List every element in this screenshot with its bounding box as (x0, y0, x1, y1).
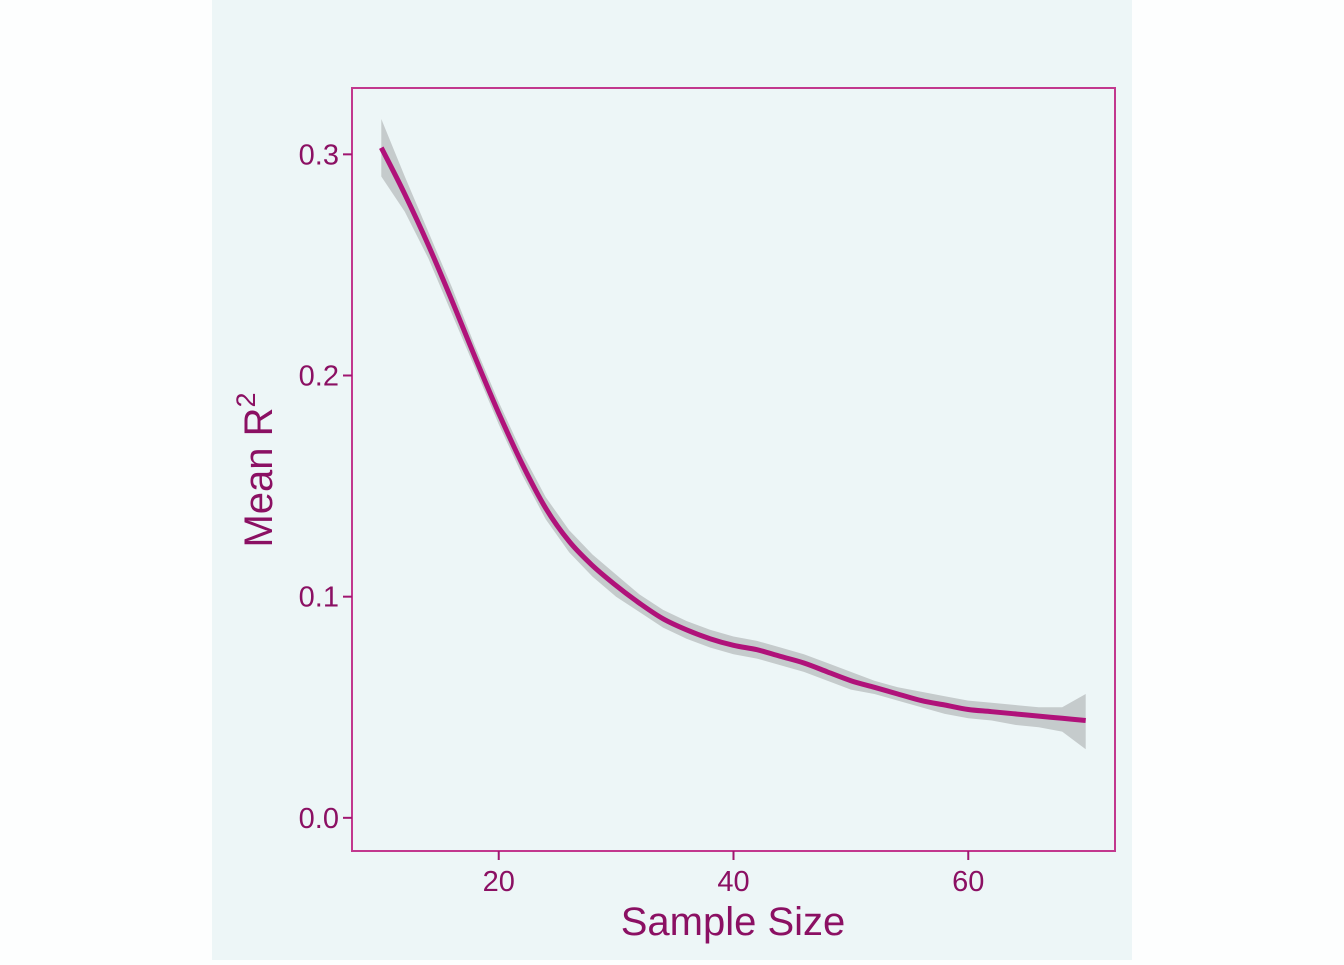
svg-text:Mean R2: Mean R2 (231, 392, 281, 547)
x-tick-label: 60 (952, 866, 984, 898)
y-tick-label: 0.3 (299, 139, 339, 171)
x-tick-label: 20 (483, 866, 515, 898)
y-axis-label: Mean R2 (231, 392, 281, 547)
y-tick-label: 0.0 (299, 803, 339, 835)
series-line-layer (379, 146, 1086, 723)
x-axis: 20 40 60 (483, 851, 984, 898)
plot-background (212, 0, 1132, 960)
y-tick-label: 0.1 (299, 582, 339, 614)
y-axis-label-superscript: 2 (231, 392, 261, 407)
x-tick-label: 40 (717, 866, 749, 898)
y-tick-label: 0.2 (299, 361, 339, 393)
x-axis-label: Sample Size (621, 900, 846, 944)
y-axis: 0.0 0.1 0.2 0.3 (299, 139, 352, 835)
series-line (379, 146, 1086, 723)
y-axis-label-main: Mean R (237, 407, 281, 547)
